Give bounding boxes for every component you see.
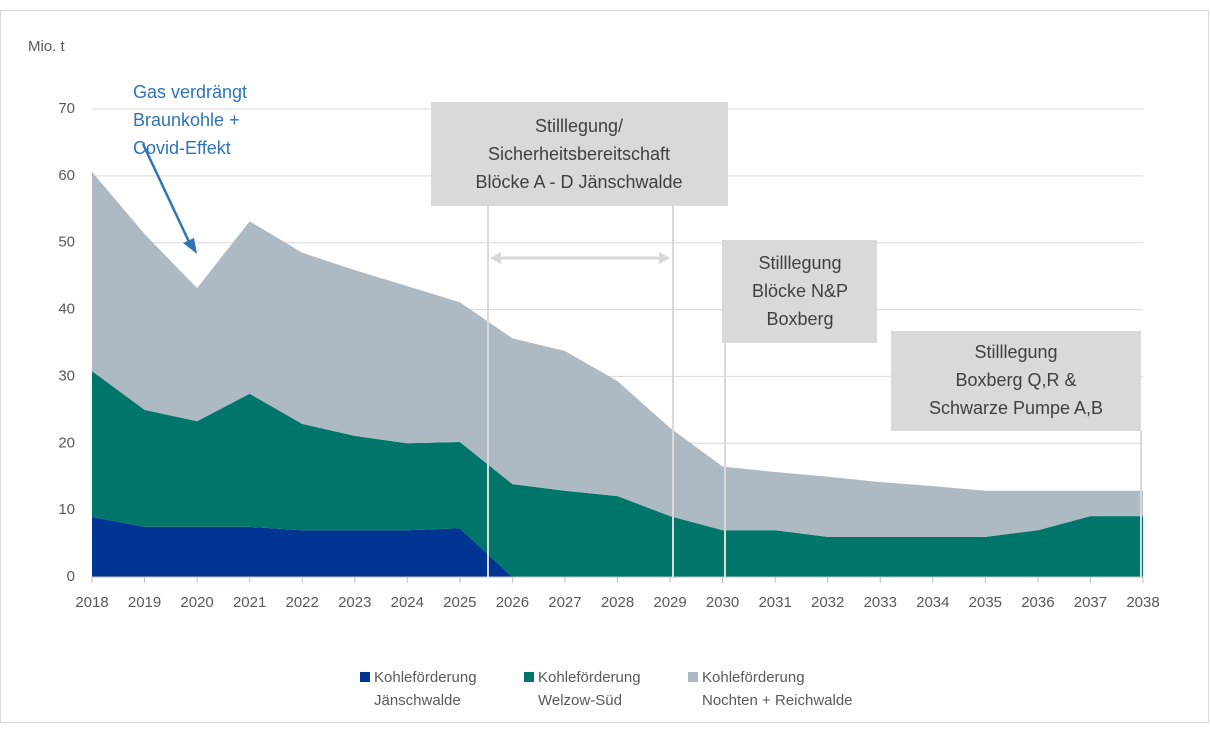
annotation-box [891, 331, 1141, 431]
annotation-text: Stilllegung [758, 253, 841, 273]
annotation-text: Gas verdrängt [133, 82, 247, 102]
legend-swatch [360, 672, 370, 682]
legend-swatch [688, 672, 698, 682]
pointer-arrow [141, 143, 192, 245]
x-tick-label: 2025 [443, 594, 476, 611]
x-tick-label: 2021 [233, 594, 266, 611]
annotation-box [722, 240, 877, 343]
annotation-text: Blöcke A - D Jänschwalde [475, 172, 682, 192]
y-tick-label: 70 [58, 100, 75, 117]
area [92, 371, 1143, 577]
area [92, 516, 1143, 577]
x-tick-label: 2028 [601, 594, 634, 611]
x-tick-label: 2030 [706, 594, 739, 611]
y-tick-label: 10 [58, 501, 75, 518]
y-tick-label: 50 [58, 234, 75, 251]
x-tick-label: 2024 [391, 594, 424, 611]
x-tick-label: 2032 [811, 594, 844, 611]
arrow-head [183, 238, 197, 254]
annotation-text: Stilllegung/ [535, 116, 623, 136]
y-tick-label: 0 [67, 568, 75, 585]
annotation-text: Sicherheitsbereitschaft [488, 144, 670, 164]
annotation-text: Covid-Effekt [133, 138, 231, 158]
annotation-text: Schwarze Pumpe A,B [929, 398, 1103, 418]
legend-label: Kohleförderung [538, 669, 641, 686]
x-tick-label: 2026 [496, 594, 529, 611]
annotation-text: Blöcke N&P [752, 281, 848, 301]
x-tick-label: 2018 [75, 594, 108, 611]
y-tick-label: 60 [58, 167, 75, 184]
legend-swatch [524, 672, 534, 682]
legend-label: Kohleförderung [702, 669, 805, 686]
x-tick-label: 2027 [548, 594, 581, 611]
annotation-box [431, 102, 728, 206]
annotation-text: Boxberg [766, 309, 833, 329]
legend-label: Nochten + Reichwalde [702, 692, 853, 709]
x-tick-label: 2033 [864, 594, 897, 611]
x-tick-label: 2036 [1021, 594, 1054, 611]
legend-label: Jänschwalde [374, 692, 461, 709]
x-tick-label: 2029 [653, 594, 686, 611]
x-tick-label: 2023 [338, 594, 371, 611]
x-tick-label: 2035 [969, 594, 1002, 611]
annotation-text: Boxberg Q,R & [955, 370, 1076, 390]
x-tick-label: 2020 [180, 594, 213, 611]
legend-label: Kohleförderung [374, 669, 477, 686]
annotation-layer [141, 102, 1142, 577]
y-tick-label: 40 [58, 301, 75, 318]
x-tick-label: 2022 [286, 594, 319, 611]
area [92, 171, 1143, 537]
x-tick-label: 2038 [1126, 594, 1159, 611]
x-tick-label: 2031 [758, 594, 791, 611]
x-tick-label: 2037 [1074, 594, 1107, 611]
y-tick-label: 30 [58, 367, 75, 384]
y-tick-label: 20 [58, 434, 75, 451]
legend-label: Welzow-Süd [538, 692, 622, 709]
x-tick-label: 2019 [128, 594, 161, 611]
annotation-text: Braunkohle + [133, 110, 240, 130]
annotation-text: Stilllegung [974, 342, 1057, 362]
y-axis-label: Mio. t [28, 38, 66, 55]
x-tick-label: 2034 [916, 594, 949, 611]
